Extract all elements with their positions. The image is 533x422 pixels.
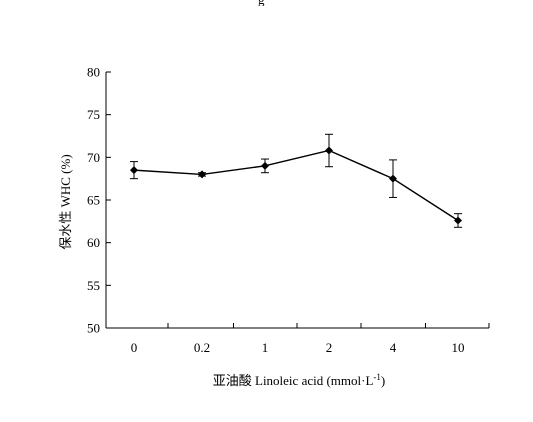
data-point-marker xyxy=(454,216,462,225)
x-tick-label: 0 xyxy=(131,340,138,355)
y-axis-title: 保水性 WHC (%) xyxy=(58,154,73,249)
y-tick-label: 50 xyxy=(87,321,100,336)
y-ticks: 50 55 60 65 70 75 80 xyxy=(87,65,111,336)
x-tick-label: 2 xyxy=(326,340,333,355)
x-axis-title: 亚油酸 Linoleic acid (mmol·L-1) xyxy=(213,372,386,388)
series-layer xyxy=(130,146,462,225)
data-point-marker xyxy=(198,170,206,179)
x-tick-label: 0.2 xyxy=(194,340,210,355)
y-tick-label: 80 xyxy=(87,65,100,80)
data-point-marker xyxy=(325,146,333,155)
y-tick-label: 75 xyxy=(87,107,100,122)
data-point-marker xyxy=(130,166,138,175)
axes xyxy=(105,72,489,329)
x-axis-title-close: ) xyxy=(381,373,385,388)
x-tick-label: 1 xyxy=(262,340,269,355)
data-point-marker xyxy=(389,174,397,183)
x-axis-title-superscript: -1 xyxy=(373,372,381,382)
x-tick-label: 10 xyxy=(452,340,465,355)
y-tick-label: 65 xyxy=(87,193,100,208)
x-ticks: 0 0.2 1 2 4 10 xyxy=(105,323,490,355)
axis-titles: 保水性 WHC (%) 亚油酸 Linoleic acid (mmol·L-1) xyxy=(58,154,385,388)
x-tick-label: 4 xyxy=(390,340,397,355)
y-tick-label: 55 xyxy=(87,278,100,293)
error-bars xyxy=(130,133,462,228)
data-point-marker xyxy=(261,161,269,170)
y-tick-label: 70 xyxy=(87,150,100,165)
x-axis-title-main: 亚油酸 Linoleic acid (mmol·L xyxy=(213,373,374,388)
cropped-top-text: g xyxy=(258,0,318,6)
series-line xyxy=(133,149,459,222)
y-tick-label: 60 xyxy=(87,235,100,250)
